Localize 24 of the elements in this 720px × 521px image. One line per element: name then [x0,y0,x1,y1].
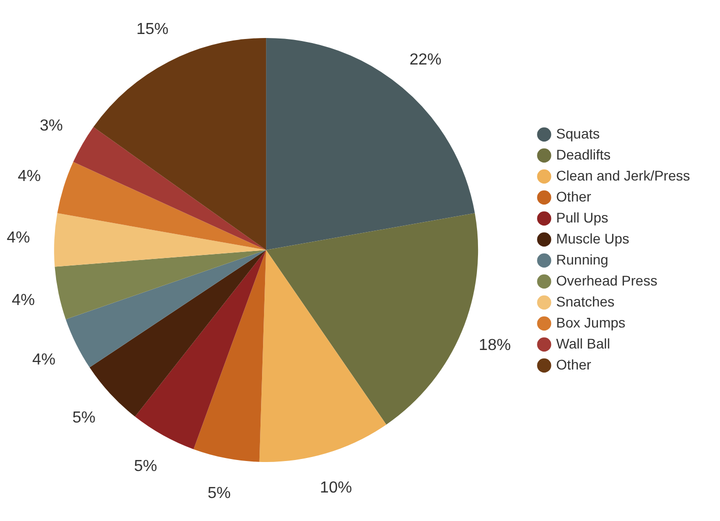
legend-label: Squats [556,125,600,142]
legend-label: Other [556,188,592,204]
legend-label: Snatches [556,293,615,310]
legend-label: Other [556,356,592,372]
data-label: 15% [136,20,168,38]
data-label: 10% [320,479,352,496]
data-label: 5% [208,484,231,502]
legend-label: Deadlifts [556,146,611,162]
data-label: 22% [409,51,442,68]
legend-label: Pull Ups [556,209,608,226]
data-label: 5% [72,410,96,427]
data-label: 4% [12,292,35,310]
data-label: 4% [6,230,30,247]
legend-label: Overhead Press [556,272,658,288]
legend-label: Muscle Ups [556,230,630,246]
legend-label: Running [556,251,608,268]
data-label: 18% [478,337,511,354]
data-label: 5% [134,458,158,476]
legend-label: Clean and Jerk/Press [556,167,690,184]
legend-label: Box Jumps [556,314,626,330]
legend-label: Wall Ball [556,335,610,352]
data-label: 4% [18,168,41,185]
data-label: 3% [40,117,63,134]
data-label: 4% [32,352,56,369]
